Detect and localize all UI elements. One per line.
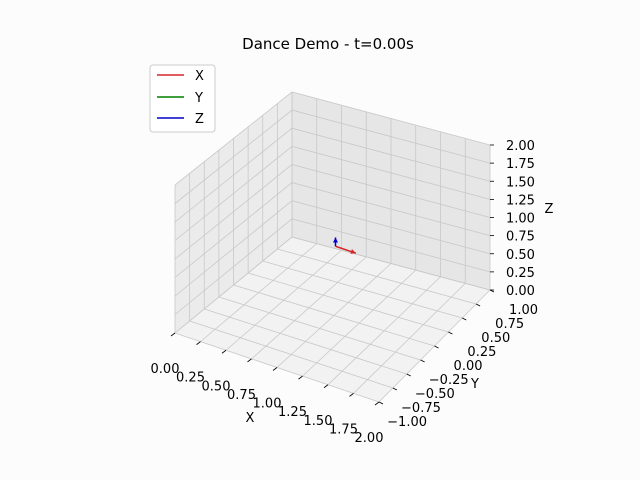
floor-grid-line-y — [262, 260, 463, 319]
y-tick-mark — [392, 387, 398, 391]
chart-title: Dance Demo - t=0.00s — [242, 35, 414, 53]
x-tick-mark — [272, 367, 278, 371]
floor-pane — [175, 237, 490, 402]
y-tick-label: −1.00 — [387, 415, 427, 430]
x-tick-label: 1.00 — [253, 397, 282, 412]
z-tick-label: 0.00 — [506, 284, 535, 299]
x-tick-mark — [196, 341, 201, 345]
z-tick-label: 0.50 — [506, 248, 535, 263]
axes-3d: 0.000.250.500.751.001.251.501.752.00−1.0… — [151, 91, 538, 446]
x-tick-mark — [247, 358, 252, 363]
series-arrowhead-z — [333, 237, 338, 243]
x-tick-label: 1.50 — [304, 414, 333, 429]
floor-grid-line-x — [353, 283, 466, 394]
floor-grid-line-y — [291, 236, 491, 291]
y-tick-label: 0.75 — [495, 317, 524, 332]
x-tick-label: 0.50 — [202, 379, 231, 394]
y-tick-label: −0.50 — [415, 387, 455, 402]
floor-grid-line-x — [327, 276, 441, 386]
x-tick-mark — [374, 401, 380, 406]
legend-label-x: X — [195, 69, 204, 84]
legend-entry-y: Y — [157, 91, 203, 106]
x-tick-mark — [221, 349, 227, 354]
floor-grid-line-x — [302, 269, 417, 377]
floor-grid-line-y — [277, 248, 477, 305]
x-tick-label: 1.25 — [278, 405, 307, 420]
y-tick-label: 0.25 — [467, 345, 496, 360]
x-tick-label: 1.75 — [329, 422, 358, 437]
x-tick-label: 2.00 — [355, 431, 384, 446]
x-tick-label: 0.00 — [151, 362, 180, 377]
floor-grid-line-y — [233, 284, 435, 347]
z-tick-label: 0.25 — [506, 266, 535, 281]
z-tick-label: 1.25 — [506, 193, 535, 208]
legend-label-y: Y — [194, 91, 203, 106]
y-tick-label: 0.50 — [481, 331, 510, 346]
legend-entry-x: X — [157, 69, 204, 84]
y-tick-mark — [378, 401, 384, 405]
y-tick-mark — [420, 359, 425, 363]
series-layer — [333, 237, 357, 254]
x-axis-label: X — [246, 411, 255, 426]
y-tick-mark — [406, 373, 411, 377]
y-tick-label: −0.25 — [429, 373, 469, 388]
x-tick-label: 0.25 — [176, 371, 205, 386]
y-tick-label: 1.00 — [509, 303, 538, 318]
z-tick-label: 0.75 — [506, 230, 535, 245]
z-tick-label: 1.75 — [506, 157, 535, 172]
x-tick-mark — [349, 393, 354, 397]
z-tick-label: 2.00 — [506, 139, 535, 154]
y-tick-mark — [475, 303, 481, 307]
x-tick-mark — [170, 332, 176, 337]
x-tick-label: 0.75 — [227, 388, 256, 403]
y-tick-label: 0.00 — [454, 359, 483, 374]
legend: X Y Z — [149, 64, 216, 133]
y-tick-label: −0.75 — [401, 401, 441, 416]
z-tick-label: 1.00 — [506, 212, 535, 227]
y-tick-mark — [462, 317, 467, 321]
legend-frame — [149, 64, 216, 133]
y-axis-label: Y — [470, 377, 479, 392]
legend-entry-z: Z — [157, 112, 204, 127]
floor-grid-line-y — [248, 272, 449, 333]
grid-line-z — [174, 91, 491, 186]
z-tick-label: 1.50 — [506, 175, 535, 190]
z-axis-label: Z — [545, 202, 554, 217]
y-tick-mark — [448, 331, 453, 335]
x-tick-mark — [323, 384, 329, 389]
legend-label-z: Z — [195, 112, 204, 127]
x-tick-mark — [298, 375, 303, 380]
series-arrowhead-x — [350, 249, 356, 254]
y-tick-mark — [434, 345, 439, 349]
